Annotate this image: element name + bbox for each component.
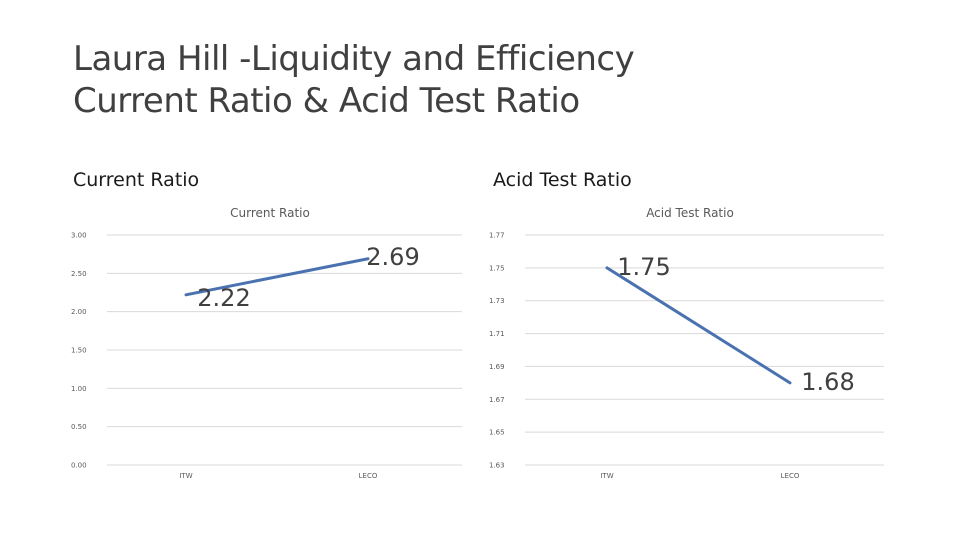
acid-test-ratio-data-label: 1.68 <box>801 368 854 396</box>
acid-test-ratio-y-tick-label: 1.63 <box>489 462 505 470</box>
acid-test-ratio-chart-title: Acid Test Ratio <box>646 206 734 220</box>
acid-test-ratio-x-tick-label: LECO <box>781 472 800 480</box>
current-ratio-x-tick-label: ITW <box>179 472 192 480</box>
acid-test-ratio-series-line <box>605 266 792 385</box>
current-ratio-series-line <box>184 257 370 297</box>
current-ratio-y-tick-label: 3.00 <box>71 232 87 240</box>
acid-test-ratio-x-tick-label: ITW <box>600 472 613 480</box>
slide-title-line-1: Laura Hill -Liquidity and Efficiency <box>73 39 635 79</box>
acid-test-ratio-y-tick-label: 1.73 <box>489 297 505 305</box>
acid-test-ratio-heading: Acid Test Ratio <box>493 169 632 191</box>
acid-test-ratio-y-tick-label: 1.69 <box>489 363 505 371</box>
current-ratio-y-tick-label: 2.50 <box>71 270 87 278</box>
current-ratio-chart-title: Current Ratio <box>230 206 310 220</box>
current-ratio-y-tick-label: 0.50 <box>71 423 87 431</box>
acid-test-ratio-y-tick-label: 1.71 <box>489 330 505 338</box>
current-ratio-x-tick-label: LECO <box>359 472 378 480</box>
acid-test-ratio-y-tick-label: 1.67 <box>489 396 505 404</box>
acid-test-ratio-data-label: 1.75 <box>617 253 670 281</box>
current-ratio-heading: Current Ratio <box>73 169 200 191</box>
acid-test-ratio-y-tick-label: 1.77 <box>489 232 505 240</box>
current-ratio-y-tick-label: 2.00 <box>71 308 87 316</box>
current-ratio-chart: Current Ratio 0.00 0.50 1.00 1.50 2.00 2.50 3.0… <box>71 206 462 480</box>
current-ratio-y-tick-label: 0.00 <box>71 462 87 470</box>
slide-title-line-2: Current Ratio & Acid Test Ratio <box>73 81 580 121</box>
acid-test-ratio-y-tick-label: 1.65 <box>489 429 505 437</box>
current-ratio-data-label: 2.69 <box>366 243 419 271</box>
current-ratio-y-tick-label: 1.00 <box>71 385 87 393</box>
acid-test-ratio-y-tick-label: 1.75 <box>489 264 505 272</box>
current-ratio-y-tick-label: 1.50 <box>71 347 87 355</box>
acid-test-ratio-chart: Acid Test Ratio 1.63 1.65 1.67 1.69 1.71 1.73 1… <box>489 206 884 480</box>
slide-title: Laura Hill -Liquidity and Efficiency Cur… <box>73 38 635 122</box>
current-ratio-data-label: 2.22 <box>197 284 250 312</box>
